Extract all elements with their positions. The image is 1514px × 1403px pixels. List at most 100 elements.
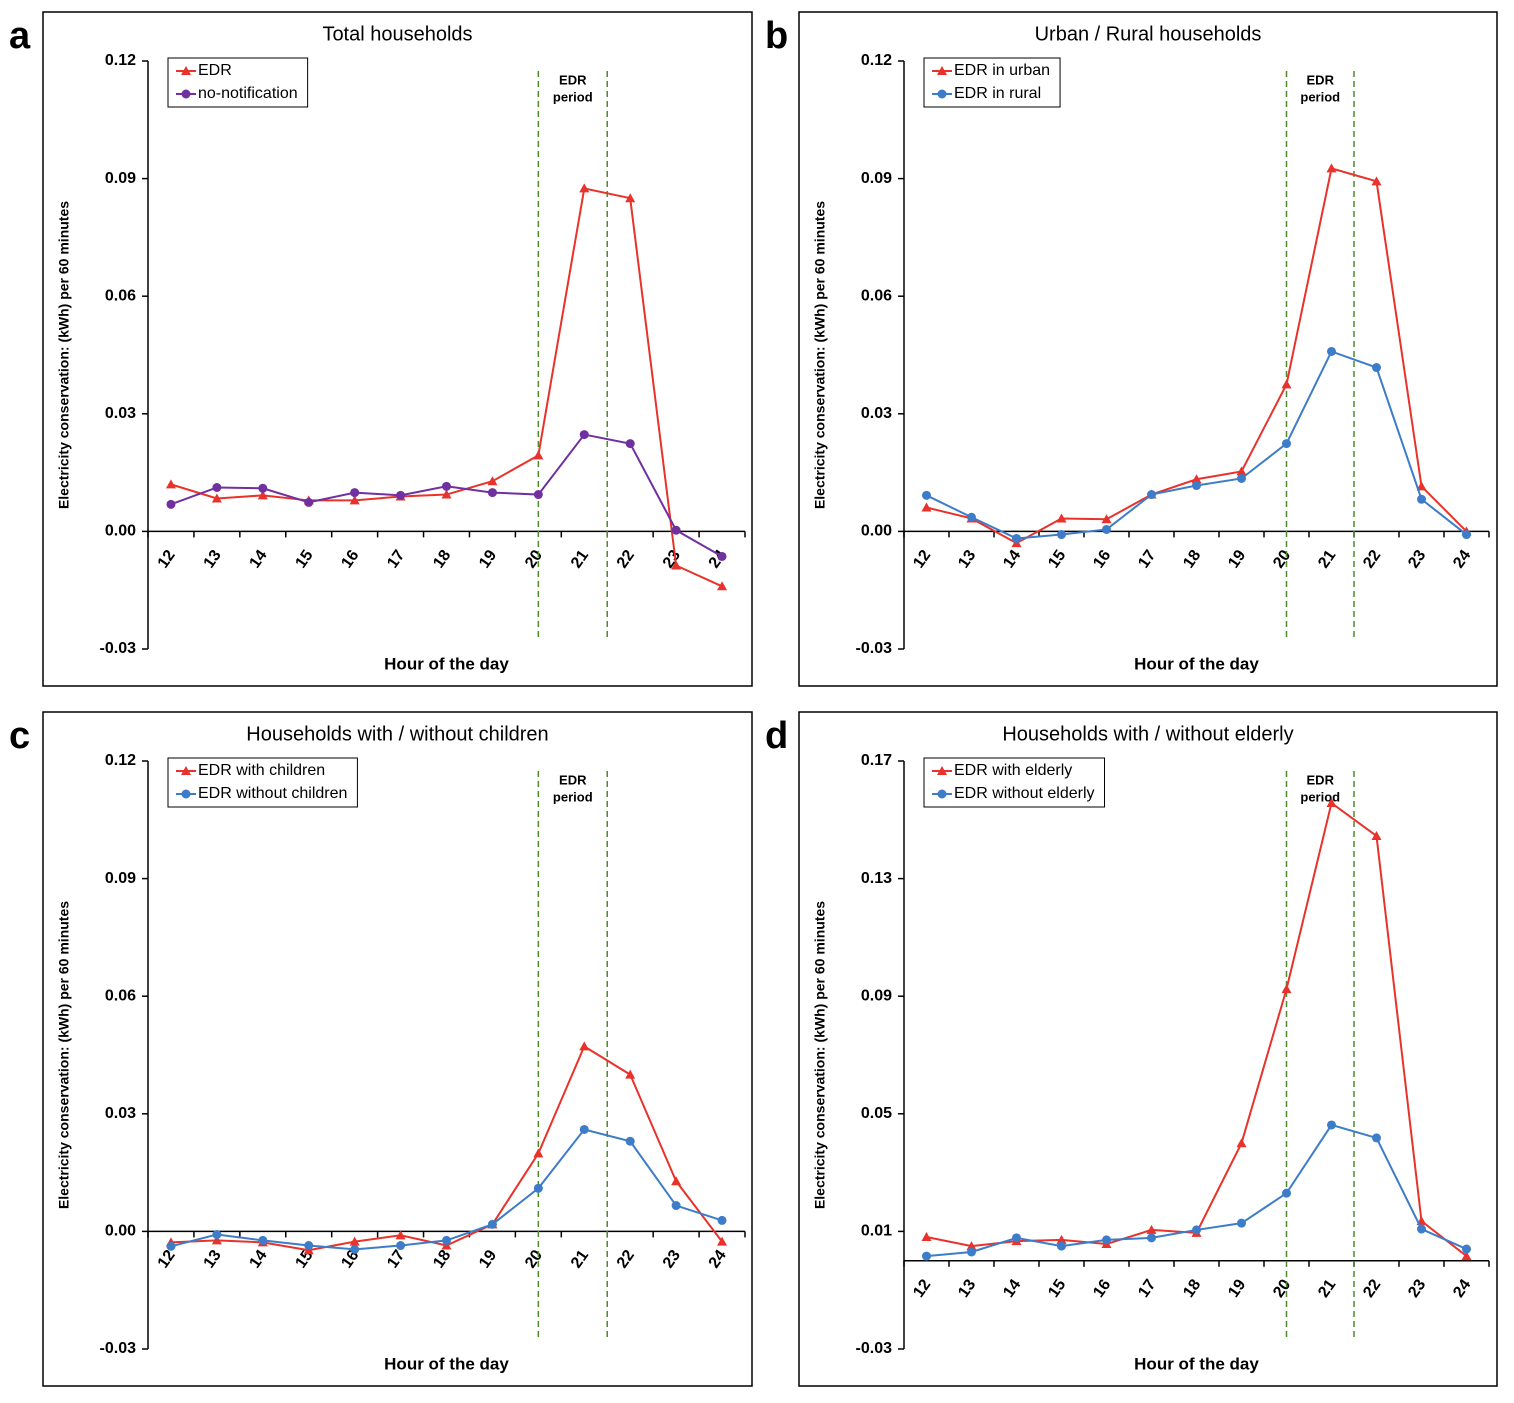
y-tick-label: 0.03 bbox=[861, 405, 892, 422]
x-tick-label: 19 bbox=[476, 1247, 500, 1271]
marker bbox=[1237, 473, 1246, 483]
marker bbox=[1281, 379, 1292, 389]
legend-label: EDR without children bbox=[198, 785, 347, 802]
marker bbox=[579, 1041, 590, 1051]
y-tick-label: 0.05 bbox=[861, 1105, 892, 1122]
marker bbox=[1192, 481, 1201, 491]
y-tick-label: 0.09 bbox=[861, 987, 892, 1004]
marker bbox=[395, 1230, 406, 1240]
legend-label: EDR bbox=[198, 62, 232, 79]
panel-frame bbox=[42, 11, 753, 687]
x-tick-label: 15 bbox=[292, 547, 316, 571]
y-tick-label: -0.03 bbox=[856, 1340, 893, 1357]
marker bbox=[487, 1219, 497, 1229]
x-tick-label: 24 bbox=[1450, 1276, 1474, 1300]
y-tick-label: 0.00 bbox=[861, 523, 892, 540]
legend-marker bbox=[937, 66, 947, 75]
marker bbox=[1012, 1233, 1021, 1243]
legend-label: EDR in rural bbox=[954, 85, 1041, 102]
marker bbox=[717, 1236, 728, 1246]
marker bbox=[533, 1183, 543, 1193]
x-tick-label: 15 bbox=[292, 1247, 316, 1271]
marker bbox=[1057, 1241, 1066, 1251]
legend-marker bbox=[937, 766, 947, 775]
marker bbox=[1282, 1188, 1291, 1198]
y-tick-label: 0.09 bbox=[861, 170, 892, 187]
panel-frame bbox=[42, 711, 753, 1387]
series-line bbox=[170, 187, 723, 588]
marker bbox=[533, 490, 543, 500]
marker bbox=[1282, 439, 1291, 449]
marker bbox=[1281, 984, 1292, 994]
marker bbox=[441, 489, 452, 499]
y-tick-label: 0.06 bbox=[105, 987, 136, 1004]
y-tick-label: 0.09 bbox=[105, 870, 136, 887]
marker bbox=[1147, 490, 1156, 500]
x-tick-label: 14 bbox=[247, 547, 271, 571]
y-tick-label: 0.03 bbox=[105, 405, 136, 422]
chart-title: Total households bbox=[322, 23, 472, 45]
legend-marker bbox=[181, 766, 191, 775]
x-tick-label: 22 bbox=[614, 547, 638, 571]
y-axis-label: Electricity conservation: (kWh) per 60 m… bbox=[56, 901, 72, 1209]
legend-marker bbox=[181, 89, 191, 99]
marker bbox=[967, 1247, 976, 1257]
legend-box bbox=[167, 57, 309, 108]
series-line bbox=[170, 1044, 723, 1252]
y-tick-label: 0.00 bbox=[105, 523, 136, 540]
marker bbox=[1056, 513, 1067, 523]
legend: EDR with children EDR without children bbox=[167, 757, 358, 808]
x-tick-label: 17 bbox=[384, 547, 408, 571]
marker bbox=[717, 1215, 727, 1225]
marker bbox=[625, 1069, 636, 1079]
marker bbox=[258, 1235, 268, 1245]
marker bbox=[1146, 1224, 1157, 1234]
marker bbox=[212, 482, 222, 492]
marker bbox=[441, 1240, 452, 1250]
x-tick-label: 17 bbox=[384, 1247, 408, 1271]
marker bbox=[1417, 1224, 1426, 1234]
y-tick-label: 0.00 bbox=[105, 1223, 136, 1240]
marker bbox=[921, 1231, 932, 1241]
x-tick-label: 20 bbox=[522, 1247, 546, 1271]
marker bbox=[1326, 798, 1337, 808]
marker bbox=[1462, 530, 1471, 540]
y-axis-label: Electricity conservation: (kWh) per 60 m… bbox=[56, 201, 72, 509]
marker bbox=[717, 581, 728, 591]
marker bbox=[1102, 524, 1111, 534]
legend: EDR with elderly EDR without elderly bbox=[923, 757, 1105, 808]
legend: EDR in urban EDR in rural bbox=[923, 57, 1061, 108]
marker bbox=[1327, 346, 1336, 356]
x-tick-label: 18 bbox=[1180, 1276, 1204, 1300]
marker bbox=[211, 493, 222, 503]
marker bbox=[166, 1241, 176, 1251]
chart-title: Households with / without elderly bbox=[1002, 723, 1293, 745]
x-tick-label: 21 bbox=[568, 1247, 592, 1271]
period-label: EDR bbox=[1307, 772, 1335, 787]
x-tick-label: 12 bbox=[910, 1276, 934, 1300]
legend-label: no-notification bbox=[198, 85, 298, 102]
x-tick-label: 20 bbox=[1270, 1276, 1294, 1300]
marker bbox=[350, 488, 360, 498]
period-label: period bbox=[1300, 789, 1340, 804]
x-axis-label: Hour of the day bbox=[384, 654, 509, 673]
x-tick-label: 13 bbox=[955, 1276, 979, 1300]
x-tick-label: 15 bbox=[1045, 1276, 1069, 1300]
x-tick-label: 13 bbox=[201, 547, 225, 571]
marker bbox=[671, 1201, 681, 1211]
marker bbox=[717, 551, 727, 561]
marker bbox=[166, 499, 176, 509]
x-tick-label: 17 bbox=[1135, 1276, 1159, 1300]
x-tick-label: 13 bbox=[201, 1247, 225, 1271]
y-tick-label: 0.12 bbox=[105, 752, 136, 769]
period-label: EDR bbox=[559, 72, 587, 87]
x-tick-label: 18 bbox=[430, 547, 454, 571]
marker bbox=[487, 488, 497, 498]
x-tick-label: 23 bbox=[1405, 547, 1429, 571]
marker bbox=[579, 183, 590, 193]
marker bbox=[442, 1235, 451, 1245]
panel-label: d bbox=[765, 715, 788, 757]
x-tick-label: 19 bbox=[1225, 547, 1249, 571]
marker bbox=[258, 483, 268, 493]
marker bbox=[304, 497, 314, 507]
